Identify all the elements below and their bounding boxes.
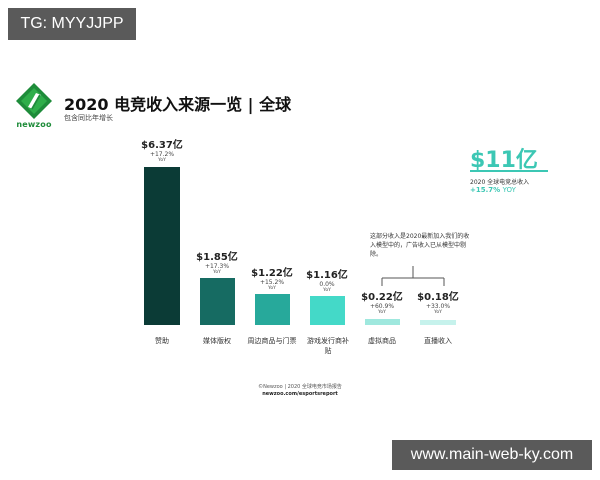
- watermark-top: TG: MYYJJPP: [8, 8, 136, 40]
- category-publisher-fees: 游戏发行商补贴: [307, 337, 349, 355]
- total-divider: [470, 170, 548, 172]
- bar-value: $6.37亿: [141, 140, 183, 151]
- bar-yoy-label: YoY: [213, 270, 221, 275]
- bar-value: $0.22亿: [361, 292, 403, 303]
- bar-media-rights: [200, 278, 235, 325]
- total-yoy-suffix: YOY: [502, 186, 516, 194]
- category-sponsorship: 赞助: [155, 337, 169, 345]
- bar-label-streaming: $0.18亿 +33.0% YoY: [408, 288, 468, 316]
- bar-label-publisher-fees: $1.16亿 0.0% YoY: [297, 266, 357, 294]
- bar-label-merch-tickets: $1.22亿 +15.2% YoY: [242, 264, 302, 292]
- bar-yoy: +17.2%: [149, 151, 175, 158]
- category-streaming: 直播收入: [424, 337, 452, 345]
- page-subtitle: 包含同比年增长: [64, 114, 113, 122]
- bar-value: $1.22亿: [251, 268, 293, 279]
- page-title: 2020 电竞收入来源一览 | 全球: [64, 95, 292, 114]
- bar-label-digital: $0.22亿 +60.9% YoY: [352, 288, 412, 316]
- bar-yoy: +33.0%: [425, 303, 451, 310]
- total-yoy: +15.7% YOY: [470, 186, 516, 194]
- new-revenue-note: 这部分收入是2020最新加入我们的收入模型中的，广告收入已从模型中剔除。: [370, 233, 470, 258]
- bar-yoy: 0.0%: [319, 281, 335, 288]
- bar-label-media-rights: $1.85亿 +17.3% YoY: [187, 248, 247, 276]
- bar-digital: [365, 319, 400, 325]
- newzoo-logo-icon: [16, 83, 52, 119]
- bar-yoy-label: YoY: [323, 288, 331, 293]
- category-digital: 虚拟商品: [368, 337, 396, 345]
- bar-sponsorship: [144, 167, 180, 325]
- bar-yoy-label: YoY: [434, 310, 442, 315]
- footer-copyright: ©Newzoo | 2020 全球电竞市场报告: [258, 384, 342, 390]
- bar-yoy: +60.9%: [369, 303, 395, 310]
- bar-value: $1.85亿: [196, 252, 238, 263]
- note-bracket: [381, 266, 445, 286]
- bar-yoy-label: YoY: [158, 158, 166, 163]
- bar-yoy-label: YoY: [378, 310, 386, 315]
- category-merch-tickets: 周边商品与门票: [247, 337, 297, 345]
- logo-text: newzoo: [16, 120, 52, 129]
- bar-merch-tickets: [255, 294, 290, 325]
- watermark-bottom: www.main-web-ky.com: [392, 440, 592, 470]
- total-revenue-label: 2020 全球电竞总收入: [470, 179, 530, 186]
- bar-yoy: +17.3%: [204, 263, 230, 270]
- bar-streaming: [420, 320, 456, 325]
- bar-yoy: +15.2%: [259, 279, 285, 286]
- bar-label-sponsorship: $6.37亿 +17.2% YoY: [132, 136, 192, 164]
- category-media-rights: 媒体版权: [203, 337, 231, 345]
- bar-yoy-label: YoY: [268, 286, 276, 291]
- bar-publisher-fees: [310, 296, 345, 325]
- total-revenue-value: $11亿: [470, 148, 538, 173]
- total-yoy-value: +15.7%: [470, 186, 501, 194]
- bar-value: $1.16亿: [306, 270, 348, 281]
- bar-value: $0.18亿: [417, 292, 459, 303]
- footer-url: newzoo.com/esportsreport: [262, 391, 338, 397]
